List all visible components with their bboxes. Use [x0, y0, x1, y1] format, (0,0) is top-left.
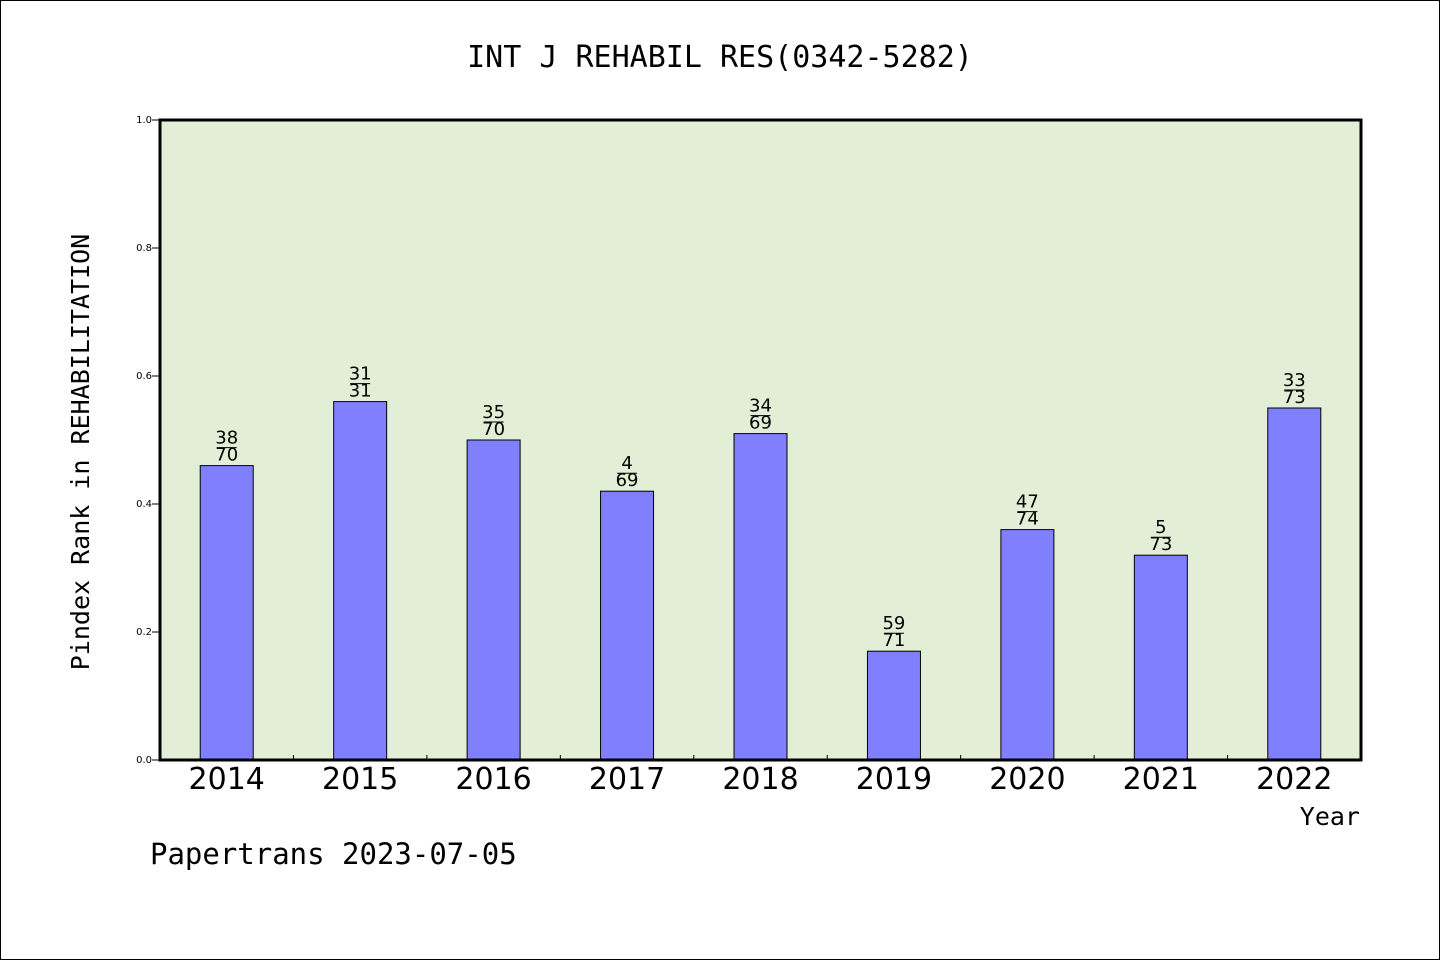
bar-label-total: 70	[215, 445, 238, 466]
x-tick-label: 2018	[722, 762, 798, 797]
bar-label-total: 73	[1149, 534, 1172, 555]
bar-label-total: 69	[616, 470, 639, 491]
y-tick-label: 0.0	[136, 755, 152, 766]
bar-2016	[466, 439, 521, 761]
bar-label-rank: 38	[215, 428, 238, 449]
x-tick-label: 2014	[189, 762, 265, 797]
ticks-group: 0.0 0.2 0.4 0.6 0.8 1.0 2014 2015 2016 2017 2018 20…	[136, 115, 1332, 797]
x-tick-label: 2015	[322, 762, 398, 797]
bar-2022	[1267, 407, 1322, 761]
bar-label-total: 31	[349, 381, 372, 402]
bar-2020	[1000, 529, 1055, 761]
bar-label-rank: 47	[1016, 492, 1039, 513]
bar-label-total: 73	[1283, 387, 1306, 408]
bar-label-total: 69	[749, 413, 772, 434]
y-tick-label: 1.0	[136, 115, 152, 126]
y-tick-label: 0.8	[136, 243, 152, 254]
plot-border	[158, 118, 1363, 762]
bar-label-total: 70	[482, 419, 505, 440]
footer-credit: Papertrans 2023-07-05	[150, 837, 517, 871]
bar-label-rank: 33	[1283, 370, 1306, 391]
bar-label-total: 74	[1016, 509, 1039, 530]
bar-label-rank: 35	[482, 402, 505, 423]
bar-label-rank: 5	[1155, 517, 1166, 538]
x-tick-label: 2020	[989, 762, 1065, 797]
x-tick-label: 2019	[856, 762, 932, 797]
x-tick-label: 2021	[1123, 762, 1199, 797]
y-axis-title: Pindex Rank in REHABILITATION	[66, 234, 95, 671]
bar-label-total: 71	[882, 630, 905, 651]
bar-label-rank: 31	[349, 364, 372, 385]
bar-2014	[199, 465, 254, 761]
bar-label-rank: 34	[749, 396, 772, 417]
x-tick-label: 2022	[1256, 762, 1332, 797]
bar-label-rank: 4	[621, 453, 632, 474]
bar-label-rank: 59	[882, 613, 905, 634]
bar-2019	[866, 650, 921, 761]
bar-2017	[600, 490, 655, 761]
bar-2015	[333, 401, 388, 761]
bar-2021	[1133, 554, 1188, 761]
y-tick-label: 0.4	[136, 499, 152, 510]
y-tick-label: 0.2	[136, 627, 152, 638]
x-tick-label: 2017	[589, 762, 665, 797]
x-axis-title: Year	[1300, 802, 1360, 831]
bar-2018	[733, 433, 788, 761]
y-tick-label: 0.6	[136, 371, 152, 382]
x-tick-label: 2016	[455, 762, 531, 797]
chart-title: INT J REHABIL RES(0342-5282)	[467, 40, 973, 75]
